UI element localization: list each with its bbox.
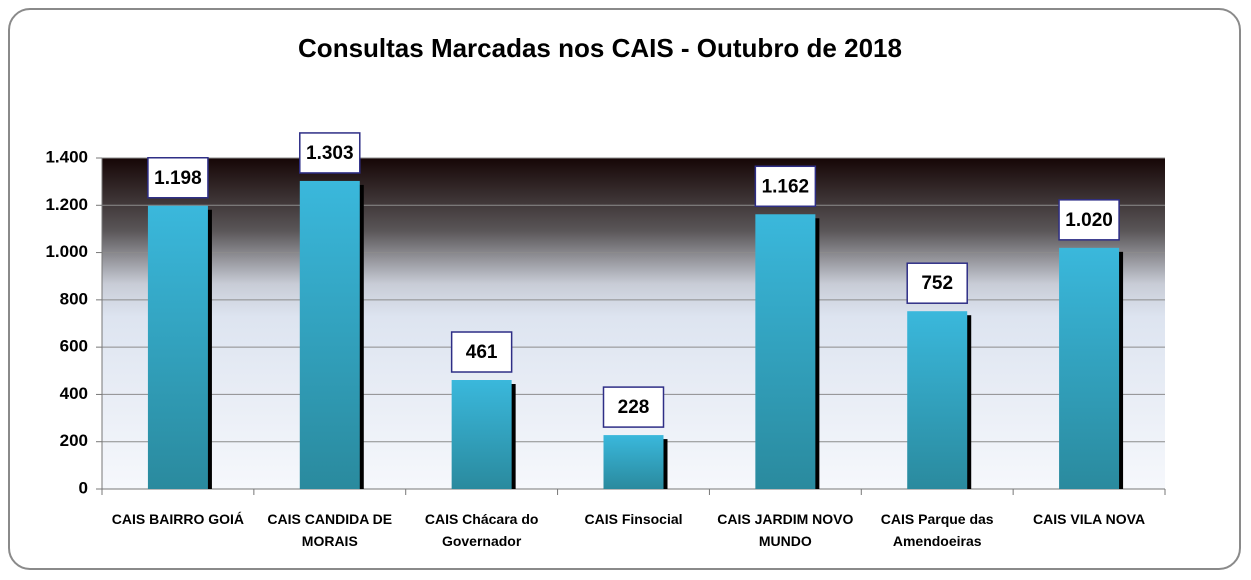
value-label-box [906,262,968,304]
bar [299,180,360,489]
value-label: 228 [618,397,650,418]
y-tick-label: 800 [60,289,88,308]
value-label: 1.162 [762,176,810,197]
x-tick-label: CAIS CANDIDA DE MORAIS [267,511,393,549]
y-tick-label: 400 [60,384,88,403]
value-label-box [450,331,513,373]
bar [451,380,512,489]
plot-area [102,158,1165,489]
y-tick-label: 1.000 [45,242,88,261]
y-tick-label: 200 [60,431,88,450]
bar [907,311,968,489]
value-label-box [299,132,361,174]
y-tick-label: 600 [60,337,88,356]
value-label: 1.020 [1065,210,1113,231]
value-label: 461 [466,342,498,363]
bar [603,435,664,489]
y-tick-label: 1.200 [45,195,88,214]
y-tick-label: 0 [79,478,88,497]
x-tick-label: CAIS Chácara do Governador [424,511,539,549]
value-label-box [147,157,209,199]
x-tick-label: CAIS JARDIM NOVO MUNDO [717,511,854,549]
y-tick-label: 1.400 [45,147,88,166]
x-tick-label: CAIS Finsocial [584,511,683,527]
value-label-box [1058,199,1120,241]
value-label-box [602,386,665,428]
x-tick-label: CAIS VILA NOVA [1033,511,1146,527]
bar [147,205,208,489]
bar [1059,247,1120,489]
x-tick-label: CAIS BAIRRO GOIÁ [111,511,245,527]
value-label: 1.303 [306,143,354,164]
value-label-box [754,165,817,208]
x-tick-label: CAIS Parque das Amendoeiras [880,511,994,549]
chart-title: Consultas Marcadas nos CAIS - Outubro de… [298,33,902,63]
bar [755,214,816,489]
value-label: 752 [921,273,953,294]
value-label: 1.198 [154,168,202,189]
chart-frame [8,8,1241,570]
